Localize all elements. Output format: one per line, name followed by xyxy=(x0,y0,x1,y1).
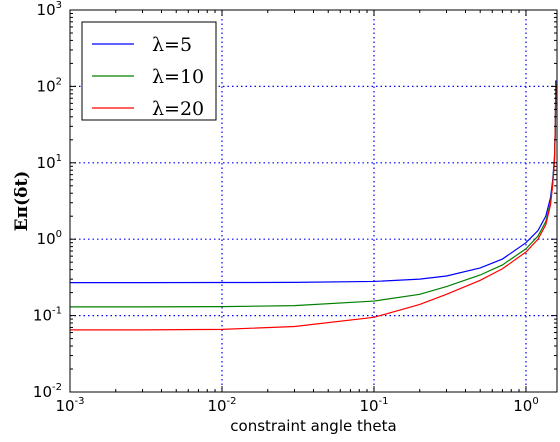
x-tick-label: 10-1 xyxy=(359,396,388,415)
y-tick-label: 10-1 xyxy=(33,306,62,325)
series-line-3 xyxy=(70,84,557,331)
legend: λ=5 λ=10 λ=20 xyxy=(81,21,217,121)
x-tick-label: 10-2 xyxy=(207,396,236,415)
legend-label: λ=20 xyxy=(152,98,204,120)
series-lines xyxy=(70,80,557,331)
y-axis-label: Eπ(δt) xyxy=(12,171,32,232)
y-tick-label: 100 xyxy=(37,229,62,248)
legend-box xyxy=(81,21,217,121)
y-tick-label: 101 xyxy=(37,153,62,172)
x-axis-label: constraint angle theta xyxy=(230,417,396,435)
y-tick-label: 102 xyxy=(37,76,62,95)
legend-label: λ=5 xyxy=(152,34,192,56)
y-tick-label: 103 xyxy=(37,0,62,19)
x-tick-label: 10-3 xyxy=(55,396,84,415)
x-tick-label: 100 xyxy=(513,396,538,415)
y-tick-label: 10-2 xyxy=(33,382,62,401)
legend-label: λ=10 xyxy=(152,66,204,88)
